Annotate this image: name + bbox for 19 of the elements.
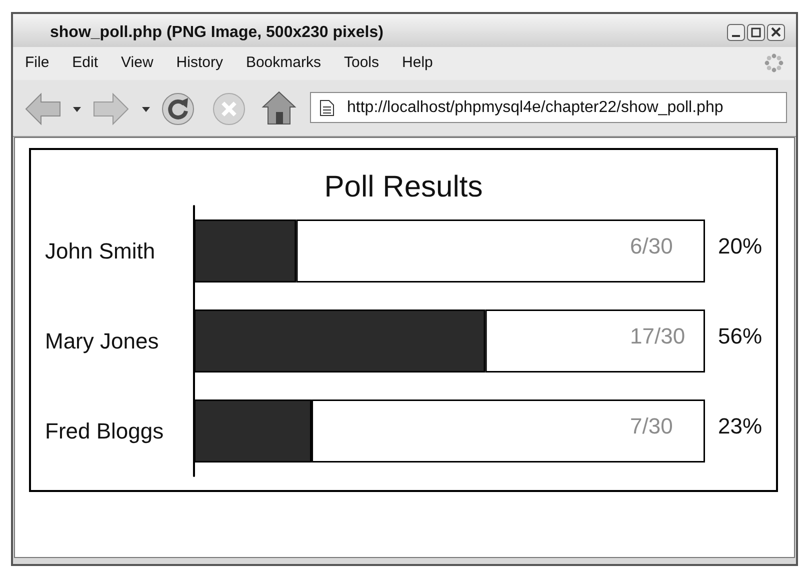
annotation: 7/30 [630, 414, 673, 438]
text: Edit [72, 54, 98, 72]
text: http://localhost/phpmysql4e/chapter22/show_poll.php [347, 98, 724, 118]
y-tick-label: John Smith [45, 238, 156, 264]
text: History [176, 54, 223, 72]
annotation: 6/30 [630, 234, 673, 258]
text: Tools [344, 54, 380, 72]
text: View [121, 54, 154, 72]
text: 20% [718, 234, 762, 258]
text: Bookmarks [246, 54, 321, 72]
text: 56% [718, 324, 762, 348]
chart-title: Poll Results [324, 170, 483, 204]
y-tick-label: Fred Bloggs [45, 418, 164, 444]
annotation: 17/30 [630, 324, 686, 348]
text: show_poll.php (PNG Image, 500x230 pixels) [50, 23, 384, 43]
text: File [25, 54, 50, 72]
y-tick-label: Mary Jones [45, 328, 159, 354]
text: Help [402, 54, 433, 72]
text: 23% [718, 414, 762, 438]
